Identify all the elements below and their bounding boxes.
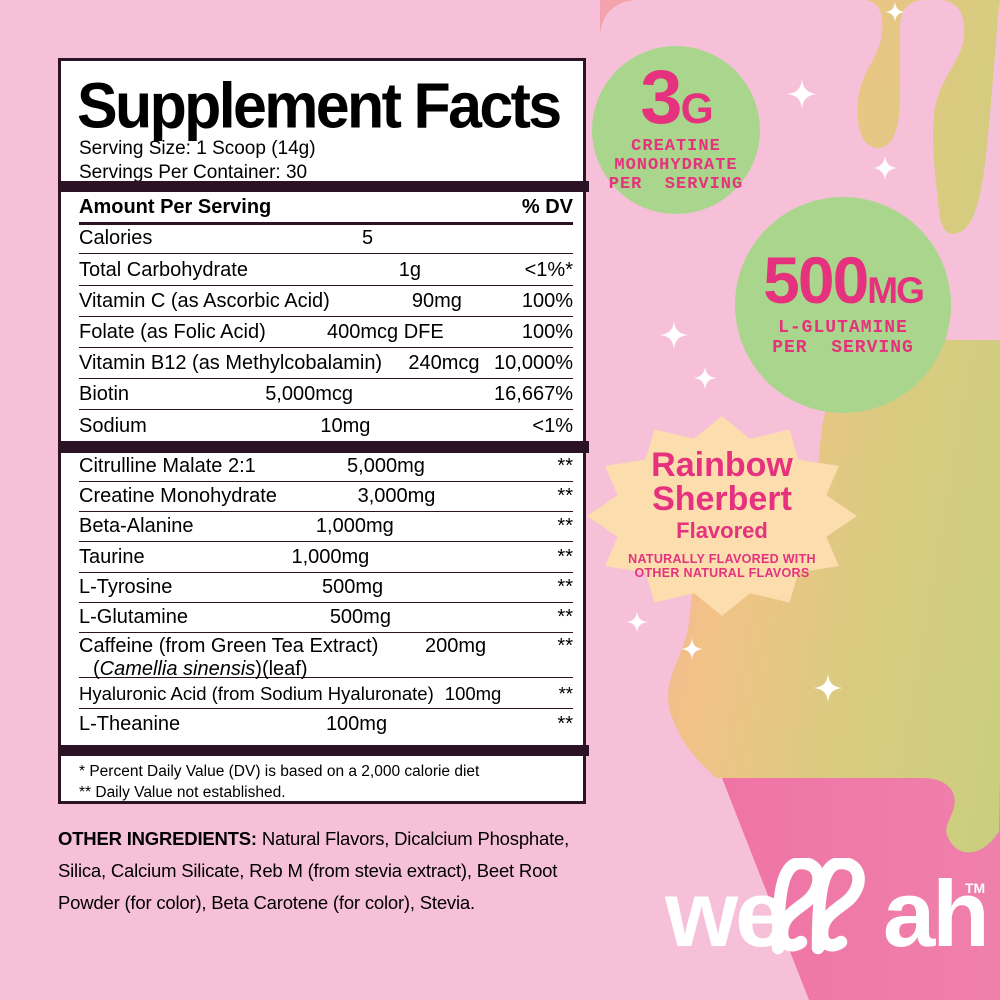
svg-text:ah: ah (883, 861, 985, 960)
svg-text:we: we (665, 861, 785, 960)
svg-text:TM: TM (965, 880, 985, 896)
